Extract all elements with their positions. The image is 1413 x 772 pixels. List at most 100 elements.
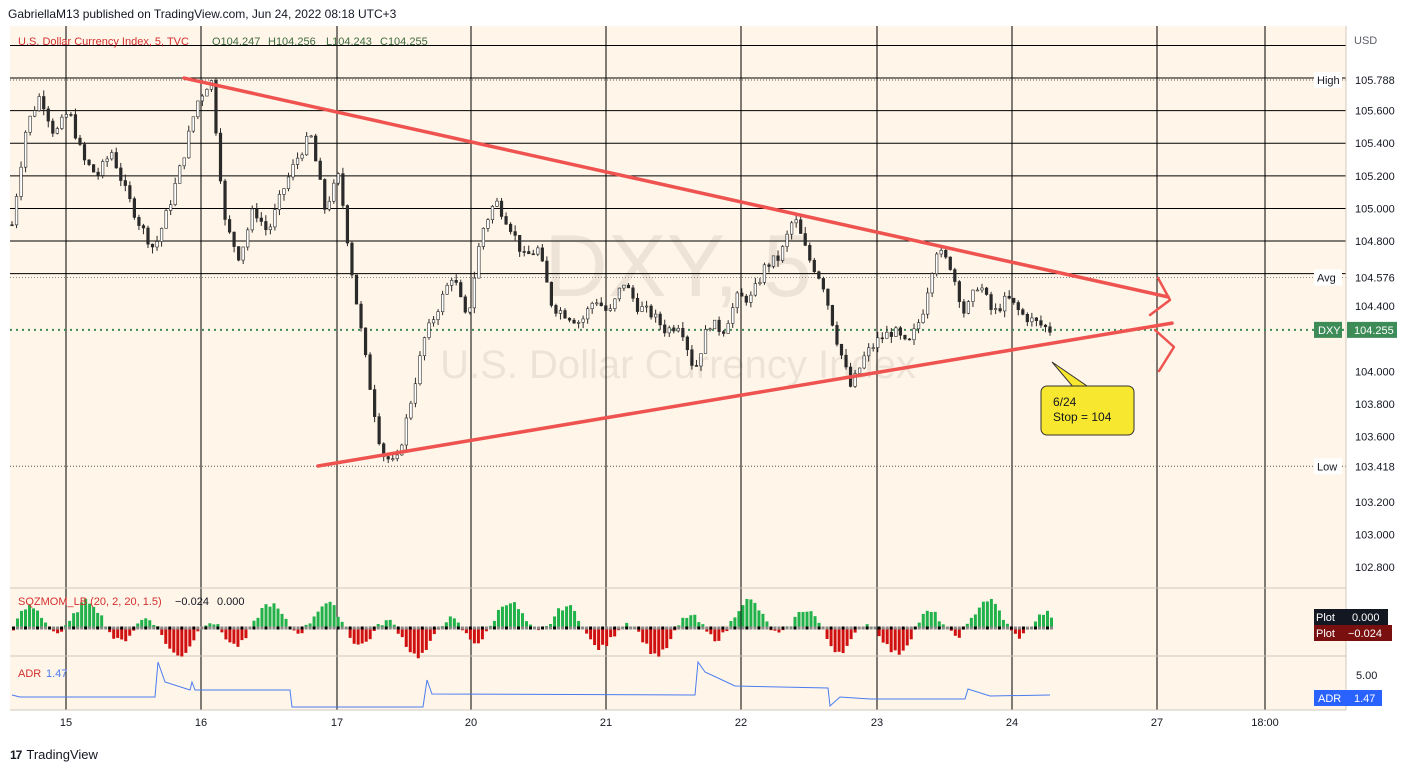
sqz-dot-50: [212, 626, 216, 630]
legend-close: C104.255: [380, 36, 428, 48]
sqz-bar-24: [108, 628, 112, 633]
price-candle-104: [481, 228, 486, 247]
sqz-bar-75: [312, 616, 316, 628]
price-candle-219: [1003, 295, 1007, 312]
sqz-bar-116: [476, 628, 480, 644]
sqz-dot-224: [909, 626, 913, 630]
sqz-bar-204: [829, 628, 833, 647]
price-candle-181: [830, 304, 835, 326]
time-axis-ticks[interactable]: 15 16 17 20 21 22 23 24 27 18:00: [60, 717, 1279, 729]
tradingview-brand[interactable]: 17 TradingView: [10, 747, 98, 762]
sqz-dot-190: [773, 626, 777, 630]
price-candle-60: [282, 188, 286, 195]
sqz-dot-45: [192, 626, 196, 630]
sqz-dot-90: [372, 626, 376, 630]
price-candle-175: [803, 233, 807, 246]
price-candle-122: [563, 310, 567, 319]
price-candle-196: [898, 327, 903, 336]
ref-value-high: 105.788: [1355, 75, 1395, 87]
sqz-bar-100: [412, 628, 416, 654]
price-candle-131: [604, 305, 608, 311]
price-candle-61: [286, 176, 291, 189]
sqz-dot-22: [100, 626, 104, 630]
sqz-bar-103: [424, 628, 428, 650]
price-candle-169: [776, 255, 780, 261]
sqz-dot-86: [356, 626, 360, 630]
sqz-dot-231: [937, 626, 941, 630]
stop-callout[interactable]: 6/24 Stop = 104: [1040, 361, 1135, 436]
sqz-dot-7: [40, 626, 44, 630]
sqz-bar-91: [376, 624, 380, 628]
sqz-dot-222: [901, 626, 905, 630]
price-candle-21: [105, 158, 109, 162]
price-candle-124: [572, 319, 576, 324]
price-candle-55: [259, 217, 263, 222]
trendlines[interactable]: [182, 76, 1176, 468]
sqz-bar-121: [496, 609, 500, 628]
sqz-bar-56: [236, 628, 240, 647]
sqz-dot-27: [120, 626, 124, 630]
sqz-bar-99: [408, 628, 412, 653]
ref-value-box-low: [1347, 458, 1395, 475]
price-candle-24: [119, 167, 123, 181]
price-candle-25: [123, 180, 127, 186]
price-candle-0: [10, 224, 14, 227]
sqz-bar-90: [372, 628, 376, 632]
sqz-dot-28: [124, 626, 128, 630]
price-candle-54: [255, 208, 259, 219]
sqz-dot-59: [248, 626, 252, 630]
sqz-bar-110: [452, 618, 456, 628]
sqz-dot-240: [973, 626, 977, 630]
sqz-bar-252: [1021, 628, 1025, 634]
sqz-dot-256: [1037, 626, 1041, 630]
price-axis-ticks[interactable]: 105.600 105.400 105.200 105.000 104.800 104.4…: [1355, 106, 1395, 574]
sqz-dot-210: [853, 626, 857, 630]
adr-badge-value: 1.47: [1354, 693, 1375, 705]
sqzmom-histogram: [12, 598, 1053, 659]
price-candle-155: [712, 319, 717, 330]
price-candle-100: [463, 296, 467, 313]
price-candle-148: [681, 328, 685, 338]
sqz-dot-124: [508, 626, 512, 630]
sqz-dot-135: [553, 626, 557, 630]
sqz-dot-112: [460, 626, 464, 630]
sqz-dot-189: [769, 626, 773, 630]
price-candle-102: [472, 277, 476, 309]
price-candle-132: [608, 308, 612, 311]
chart-background: [10, 26, 1346, 710]
sqz-dot-225: [913, 626, 917, 630]
sqz-bar-150: [613, 628, 617, 637]
sqz-bar-138: [565, 606, 569, 628]
time-tick-1: 16: [195, 717, 207, 729]
price-tick-9: 103.200: [1355, 497, 1395, 509]
sqz-dot-165: [673, 626, 677, 630]
sqz-dot-187: [761, 626, 765, 630]
sqz-bar-40: [172, 628, 176, 653]
sqz-dot-238: [965, 626, 969, 630]
sqz-dot-211: [857, 626, 861, 630]
price-candle-159: [731, 307, 735, 324]
sqz-dot-25: [112, 626, 116, 630]
sqz-bar-73: [304, 624, 308, 628]
sqz-bar-143: [585, 628, 589, 634]
sqz-bar-207: [841, 628, 845, 654]
price-candle-149: [685, 336, 689, 351]
price-candle-178: [817, 271, 821, 279]
sqz-dot-188: [765, 626, 769, 630]
price-candle-118: [545, 260, 549, 283]
price-candle-89: [413, 383, 418, 404]
sqz-dot-244: [989, 626, 993, 630]
sqz-bar-128: [524, 621, 528, 628]
sqz-bar-167: [681, 617, 685, 628]
price-candle-28: [137, 217, 141, 226]
tradingview-logo-icon: 17: [10, 747, 22, 762]
sqz-dot-183: [745, 626, 749, 630]
price-candle-96: [445, 285, 449, 295]
sqz-bar-161: [657, 628, 661, 657]
sqz-dot-69: [288, 626, 292, 630]
sqz-bar-170: [693, 614, 697, 628]
price-candle-27: [132, 198, 136, 218]
price-candle-160: [735, 292, 739, 308]
